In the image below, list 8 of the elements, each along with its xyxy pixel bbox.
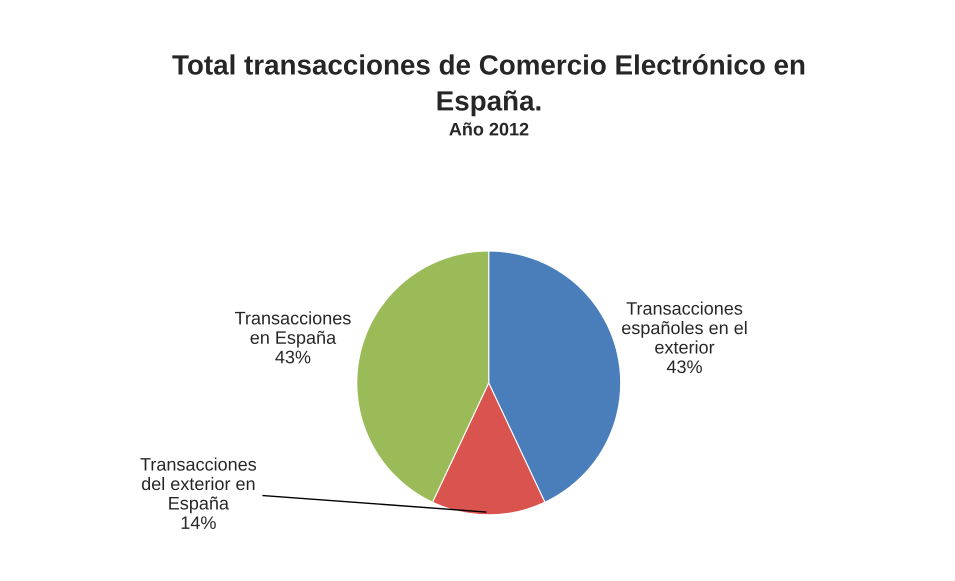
data-label: 43% — [275, 350, 310, 364]
chart-subtitle: Año 2012 — [449, 122, 528, 136]
data-label: 43% — [666, 360, 702, 374]
slice-label: Transacciones en España — [234, 311, 351, 348]
data-label: 14% — [182, 516, 216, 530]
slice-label: Transacciones españoles en el exterior — [622, 302, 747, 354]
slice-label: Transacciones del exterior en España — [140, 457, 256, 514]
chart-title: Total transacciones de Comercio Electrónico en España. — [172, 54, 804, 116]
